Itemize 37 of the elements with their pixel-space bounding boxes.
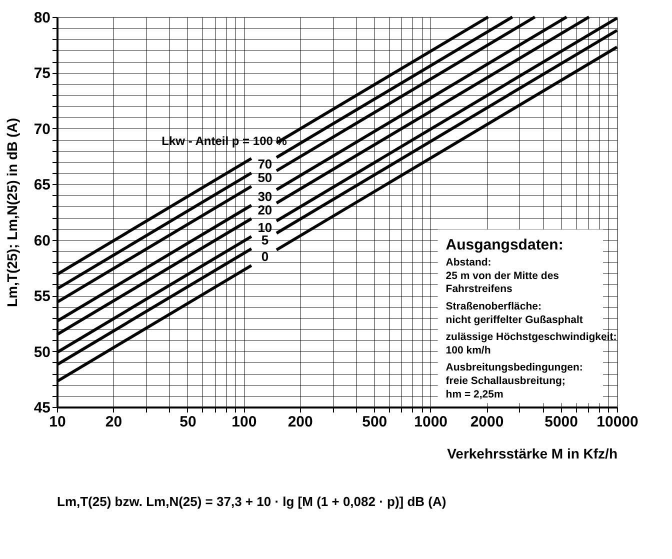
annotation: Straßenoberfläche: [446, 300, 542, 312]
annotation: Fahrstreifens [446, 283, 512, 296]
y-tick-label: 55 [34, 288, 50, 306]
x-tick-label: 200 [288, 414, 313, 430]
series-label: 0 [261, 249, 269, 264]
y-tick-label: 50 [34, 344, 50, 361]
x-tick-label: 1000 [414, 414, 448, 430]
x-tick-label: 10 [49, 414, 66, 430]
y-axis-title: Lm,T(25); Lm,N(25) in dB (A) [4, 118, 20, 307]
y-tick-label: 75 [34, 65, 50, 82]
series-label: 50 [258, 170, 272, 185]
y-tick-label: 70 [34, 120, 50, 138]
y-tick-label: 60 [34, 232, 50, 250]
series-label: 30 [258, 188, 272, 204]
annotation: 100 km/h [446, 344, 491, 356]
x-tick-label: 20 [105, 414, 122, 430]
annotation: hm = 2,25m [446, 388, 504, 400]
annotation: Ausbreitungsbedingungen: [446, 362, 583, 374]
x-tick-label: 500 [362, 414, 388, 430]
y-tick-label: 80 [34, 10, 50, 26]
x-tick-label: 5000 [544, 414, 578, 430]
annotation: 25 m von der Mitte des [446, 270, 560, 282]
annotation: Ausgangsdaten: [446, 236, 564, 254]
x-tick-label: 10000 [596, 414, 638, 430]
x-axis-title: Verkehrsstärke M in Kfz/h [447, 446, 618, 462]
annotation: freie Schallausbreitung; [446, 374, 566, 387]
series-label: 20 [258, 202, 272, 218]
y-tick-label: 65 [34, 176, 50, 194]
series-label: 70 [258, 156, 272, 172]
annotation: zulässige Höchstgeschwindigkeit: [446, 331, 617, 344]
x-tick-label: 50 [180, 414, 196, 430]
y-tick-label: 45 [34, 400, 50, 416]
annotation: nicht geriffelter Gußasphalt [446, 314, 584, 326]
x-tick-label: 2000 [470, 414, 504, 430]
x-tick-label: 100 [232, 414, 257, 430]
annotation: Abstand: [446, 256, 492, 269]
text: Lm,T(25) bzw. Lm,N(25) = 37,3 + 10 · lg [M (1 + 0,082 · p)] dB (A) [57, 494, 446, 509]
